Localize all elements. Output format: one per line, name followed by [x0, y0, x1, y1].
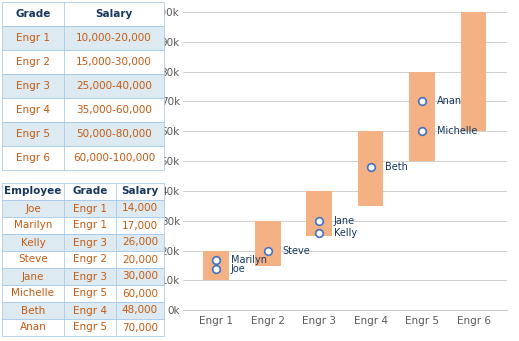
Text: 35,000-60,000: 35,000-60,000: [76, 105, 152, 115]
Text: 60,000: 60,000: [122, 288, 158, 298]
Text: Engr 1: Engr 1: [16, 33, 50, 43]
Bar: [203, 251, 229, 280]
Text: Michelle: Michelle: [11, 288, 54, 298]
Text: Employee: Employee: [4, 187, 62, 196]
Text: Joe: Joe: [25, 204, 41, 213]
Text: Engr 5: Engr 5: [16, 129, 50, 139]
Text: Engr 3: Engr 3: [73, 271, 107, 282]
Text: 48,000: 48,000: [122, 306, 158, 315]
Bar: [306, 191, 332, 236]
Bar: [358, 131, 384, 206]
Text: Salary: Salary: [95, 9, 133, 19]
Text: Engr 4: Engr 4: [16, 105, 50, 115]
Text: Grade: Grade: [72, 187, 107, 196]
Bar: [461, 12, 486, 131]
Text: 10,000-20,000: 10,000-20,000: [76, 33, 152, 43]
Text: 15,000-30,000: 15,000-30,000: [76, 57, 152, 67]
Text: Engr 5: Engr 5: [73, 323, 107, 332]
Text: Steve: Steve: [18, 254, 48, 265]
Text: Steve: Steve: [282, 246, 310, 256]
Text: Jane: Jane: [22, 271, 44, 282]
Text: Beth: Beth: [385, 162, 408, 172]
Text: Engr 5: Engr 5: [73, 288, 107, 298]
Text: 60,000-100,000: 60,000-100,000: [73, 153, 155, 163]
Text: Engr 1: Engr 1: [73, 204, 107, 213]
Text: Engr 1: Engr 1: [73, 221, 107, 231]
Text: Salary: Salary: [121, 187, 159, 196]
Text: Engr 3: Engr 3: [16, 81, 50, 91]
Text: Anan: Anan: [436, 97, 461, 106]
Text: 20,000: 20,000: [122, 254, 158, 265]
Text: Engr 4: Engr 4: [73, 306, 107, 315]
Text: 14,000: 14,000: [122, 204, 158, 213]
Text: Marilyn: Marilyn: [14, 221, 52, 231]
Bar: [255, 221, 280, 266]
Text: Joe: Joe: [230, 264, 245, 273]
Text: Kelly: Kelly: [21, 237, 45, 248]
Text: Anan: Anan: [20, 323, 46, 332]
Text: 26,000: 26,000: [122, 237, 158, 248]
Text: 70,000: 70,000: [122, 323, 158, 332]
Text: Marilyn: Marilyn: [230, 255, 267, 265]
Text: Engr 3: Engr 3: [73, 237, 107, 248]
Text: Beth: Beth: [21, 306, 45, 315]
Text: Michelle: Michelle: [436, 126, 477, 136]
Text: 50,000-80,000: 50,000-80,000: [76, 129, 152, 139]
Text: 25,000-40,000: 25,000-40,000: [76, 81, 152, 91]
Text: Kelly: Kelly: [334, 228, 357, 238]
Bar: [409, 72, 435, 161]
Text: 17,000: 17,000: [122, 221, 158, 231]
Text: Grade: Grade: [16, 9, 51, 19]
Text: 30,000: 30,000: [122, 271, 158, 282]
Text: Engr 2: Engr 2: [16, 57, 50, 67]
Text: Engr 6: Engr 6: [16, 153, 50, 163]
Text: Jane: Jane: [334, 216, 354, 226]
Text: Engr 2: Engr 2: [73, 254, 107, 265]
